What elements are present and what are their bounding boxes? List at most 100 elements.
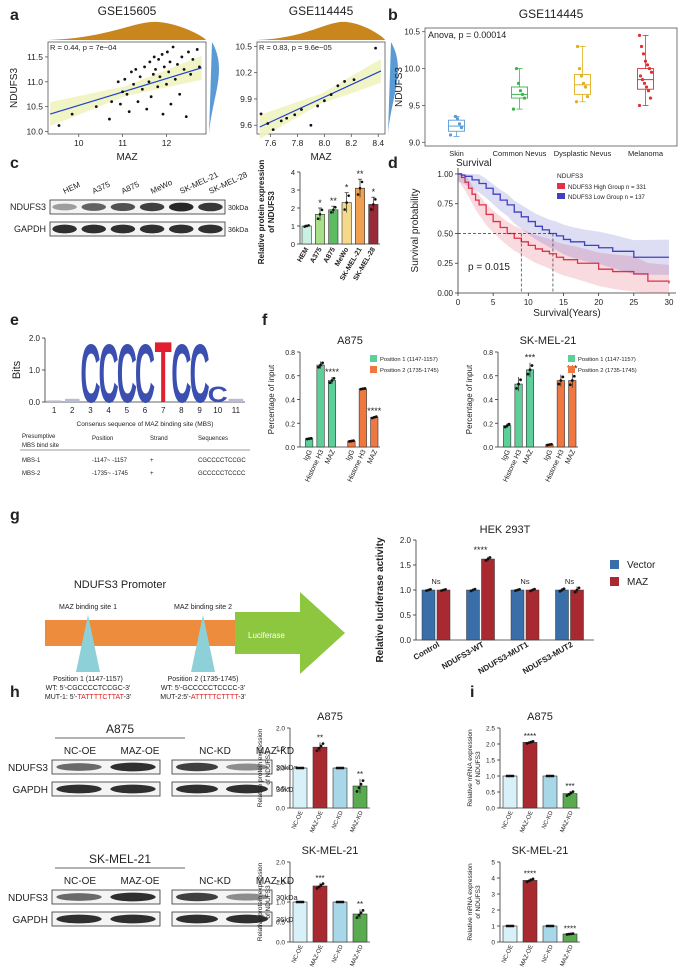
data-point (372, 203, 375, 206)
p-value-label: p = 0.015 (468, 262, 510, 273)
data-point (511, 774, 515, 778)
scatter-point-17 (143, 65, 146, 69)
y-tick-label: 4 (291, 168, 295, 177)
position-label: 5 (125, 406, 130, 415)
data-point (519, 378, 522, 382)
legend-label: Position 1 (1147-1157) (380, 357, 438, 363)
y-tick-label: 2.0 (29, 334, 41, 343)
y-tick-label: 10.5 (26, 102, 43, 112)
scatter-point-21 (149, 95, 153, 99)
data-point (530, 364, 534, 367)
scatter-point-41 (182, 67, 186, 71)
bar-1 (316, 364, 325, 448)
signif-label: **** (367, 406, 382, 416)
data-point (297, 900, 301, 904)
y-tick-label: 1 (291, 222, 295, 231)
box-point (577, 66, 582, 71)
data-point (334, 205, 337, 209)
blot-band (81, 224, 106, 234)
promoter-title: NDUFS3 Promoter (74, 579, 167, 591)
bar-1 (514, 383, 523, 448)
logo-stack-1 (65, 398, 80, 402)
x-tick-label: 15 (559, 298, 568, 307)
data-point (339, 900, 343, 904)
box-point (648, 96, 653, 100)
binding-site-2 (191, 615, 215, 672)
box-point (581, 81, 586, 85)
scatter-point-42 (184, 115, 188, 118)
data-point (484, 559, 488, 562)
scatter-point-44 (189, 72, 193, 76)
blot-band (176, 784, 218, 794)
y-tick-label: 1.00 (437, 170, 453, 179)
category-label: NC-OE (501, 944, 515, 964)
data-point (321, 882, 325, 885)
y-tick-label: 5 (491, 860, 495, 867)
signif-label: Ns (431, 577, 440, 586)
data-point (299, 900, 303, 904)
scatter-point-4 (285, 116, 289, 120)
mut-seq-label: MUT-2:5'-ATTTTTCTTTT-3' (160, 694, 245, 701)
data-point (309, 436, 313, 440)
scatter-point-39 (178, 92, 182, 96)
table-header: Position (92, 436, 113, 442)
panel-letter-c: c (10, 155, 19, 172)
luciferase-label: Luciferase (248, 631, 285, 640)
data-point (316, 217, 320, 221)
regression-line (259, 70, 382, 128)
signif-label: **** (524, 732, 536, 741)
category-label: MAZ-OE (310, 810, 325, 834)
data-point (531, 740, 535, 743)
y-tick-label: 10.5 (235, 41, 252, 51)
signif-label: ** (356, 169, 364, 179)
scatter-point-30 (162, 65, 166, 69)
y-tick-label: 10.0 (26, 127, 43, 137)
position-label: 3 (88, 406, 93, 415)
scatter-point-10 (329, 93, 333, 96)
scatter-point-28 (160, 53, 164, 56)
position-label: Position 1 (1147-1157) (53, 676, 123, 683)
y-axis-label: of NDUFS3 (265, 751, 272, 785)
y-tick-label: 9.9 (240, 94, 252, 104)
data-point (347, 194, 350, 197)
density-right (388, 42, 399, 134)
blot-band (110, 762, 156, 772)
legend-swatch-0 (610, 560, 619, 569)
legend-swatch-0 (370, 355, 377, 362)
y-tick-label: 0.0 (276, 806, 285, 813)
y-axis-label: Relative luciferase activity (375, 537, 386, 663)
category-label: A375 (309, 246, 323, 264)
data-point (528, 368, 532, 372)
category-label: MAZ-OE (520, 944, 535, 968)
mut-prefix: MUT-1: 5'- (45, 694, 78, 701)
bar-2 (542, 775, 558, 809)
blot-kda-label: 36kDa (276, 915, 299, 924)
data-point (515, 386, 518, 390)
data-point (341, 766, 345, 770)
category-label: Dysplastic Nevus (554, 149, 612, 158)
y-tick-label: 0.8 (285, 350, 295, 357)
category-label: Melanoma (628, 149, 664, 158)
box-point (520, 92, 525, 96)
category-label: MAZ (367, 448, 380, 465)
box-point (640, 78, 645, 82)
data-point (577, 586, 581, 590)
signif-label: **** (473, 545, 488, 555)
legend-label: NDUFS3 High Group n = 331 (568, 185, 647, 191)
blot-band (139, 224, 165, 234)
position-label: 11 (232, 406, 241, 415)
plot-title: Survival (456, 158, 492, 169)
blot-band (226, 914, 268, 924)
bar-0 (292, 901, 308, 943)
scatter-point-10 (127, 110, 131, 114)
y-axis-label: Bits (11, 360, 23, 379)
y-tick-label: 2.0 (276, 726, 285, 733)
binding-site-1 (76, 615, 100, 672)
legend-label: Position 1 (1147-1157) (578, 357, 636, 363)
position-label: 2 (70, 406, 75, 415)
category-label: NC-OE (291, 944, 305, 964)
legend-label: NDUFS3 Low Group n = 137 (568, 195, 646, 201)
data-point (317, 885, 321, 889)
data-point (473, 587, 477, 591)
blot-band (169, 202, 194, 212)
